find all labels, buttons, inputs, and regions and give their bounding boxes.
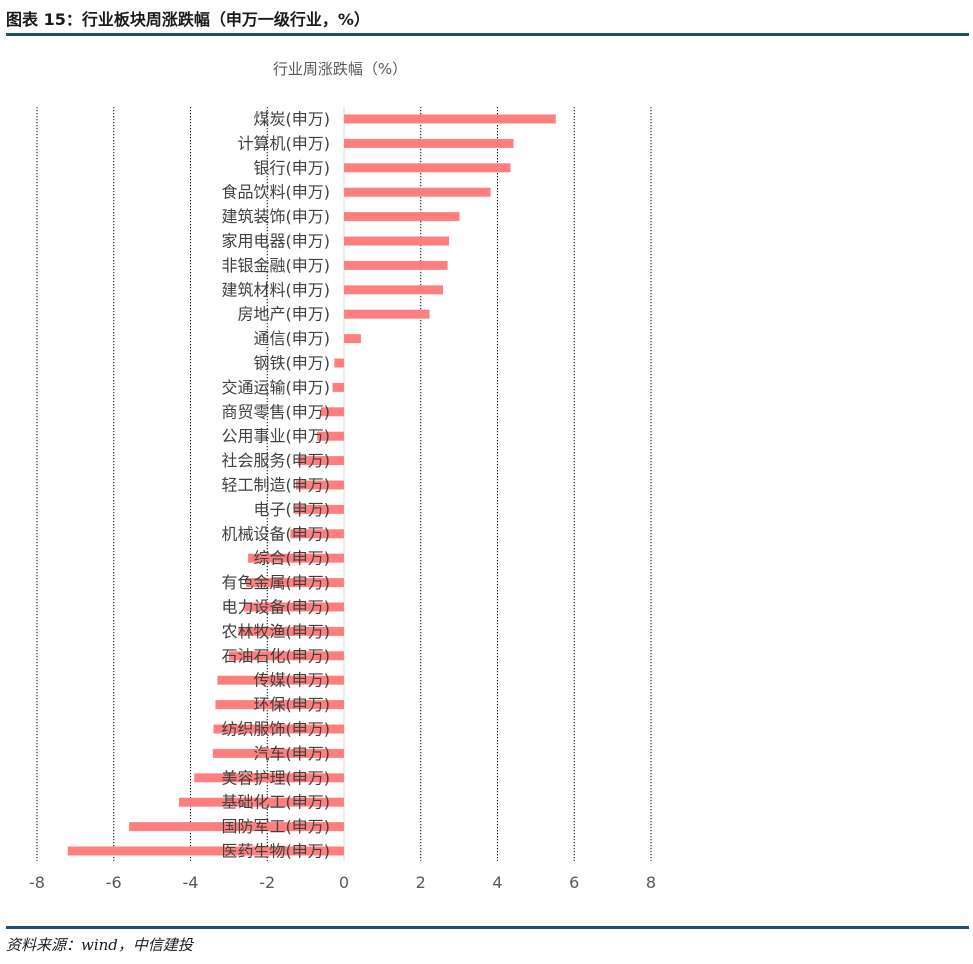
bar — [344, 187, 491, 197]
bar — [317, 431, 344, 441]
x-tick-label: 2 — [416, 873, 426, 892]
category-label: 钢铁(申万) — [254, 354, 331, 373]
category-label: 食品饮料(申万) — [222, 183, 331, 202]
category-label: 医药生物(申万) — [222, 842, 331, 861]
category-label: 汽车(申万) — [254, 744, 331, 763]
x-tick-label: 6 — [569, 873, 579, 892]
bar — [344, 334, 361, 344]
category-label: 国防军工(申万) — [222, 817, 331, 836]
bar — [332, 382, 344, 392]
category-label: 有色金属(申万) — [222, 573, 331, 592]
x-axis-ticks: -8 -6 -4 -2 0 2 4 6 8 — [29, 873, 656, 892]
category-label: 电子(申万) — [254, 500, 331, 519]
category-label: 基础化工(申万) — [222, 793, 331, 812]
category-label: 银行(申万) — [254, 158, 331, 177]
category-label: 公用事业(申万) — [222, 427, 331, 446]
bar — [194, 773, 344, 783]
bar — [246, 578, 344, 588]
category-label: 传媒(申万) — [254, 671, 331, 690]
bar — [129, 822, 344, 832]
category-label: 农林牧渔(申万) — [222, 622, 331, 641]
x-tick-label: 0 — [339, 873, 349, 892]
bar — [213, 724, 344, 734]
bar — [344, 212, 460, 222]
bar — [212, 748, 344, 758]
category-label: 社会服务(申万) — [222, 451, 331, 470]
category-label: 机械设备(申万) — [222, 524, 331, 543]
category-label: 环保(申万) — [254, 695, 331, 714]
category-labels: 煤炭(申万) 计算机(申万) 银行(申万) 食品饮料(申万) 建筑装饰(申万) 家用电器(… — [222, 110, 331, 861]
bar — [290, 529, 344, 539]
category-label: 交通运输(申万) — [222, 378, 331, 397]
bar — [344, 285, 443, 295]
top-divider — [6, 33, 969, 36]
bar — [344, 163, 511, 173]
bar — [296, 480, 344, 490]
category-label: 建筑材料(申万) — [222, 280, 331, 299]
bar — [334, 358, 344, 368]
category-label: 通信(申万) — [254, 329, 331, 348]
bar — [344, 309, 430, 319]
category-label: 家用电器(申万) — [222, 232, 331, 251]
category-label: 轻工制造(申万) — [222, 476, 331, 495]
category-label: 建筑装饰(申万) — [222, 207, 331, 226]
category-label: 石油石化(申万) — [222, 646, 331, 665]
bar — [294, 504, 344, 514]
bar — [238, 626, 344, 636]
category-label: 商贸零售(申万) — [222, 402, 331, 421]
category-label: 综合(申万) — [254, 549, 331, 568]
bar — [217, 675, 344, 685]
bar — [179, 797, 344, 807]
bar — [228, 651, 344, 661]
category-label: 计算机(申万) — [238, 134, 331, 153]
category-label: 纺织服饰(申万) — [222, 720, 331, 739]
bars — [67, 114, 556, 856]
category-label: 电力设备(申万) — [222, 598, 331, 617]
chart-title: 行业周涨跌幅（%） — [273, 60, 407, 78]
bar — [321, 407, 344, 417]
bar — [297, 456, 344, 466]
category-label: 美容护理(申万) — [222, 768, 331, 787]
source-note: 资料来源：wind，中信建投 — [6, 936, 193, 954]
x-tick-label: 4 — [492, 873, 502, 892]
x-tick-label: -8 — [29, 873, 45, 892]
category-label: 煤炭(申万) — [254, 110, 331, 129]
x-tick-label: 8 — [646, 873, 656, 892]
bar — [344, 138, 514, 148]
x-tick-label: -4 — [183, 873, 199, 892]
bar — [344, 114, 556, 124]
bar — [248, 553, 344, 563]
category-label: 非银金融(申万) — [222, 256, 331, 275]
bar — [67, 846, 344, 856]
bar — [344, 260, 448, 270]
category-label: 房地产(申万) — [238, 305, 331, 324]
bar-chart: 行业周涨跌幅（%） 煤炭(申万) 计算机(申万) 银行(申万) 食品饮料(申万) 建筑装… — [29, 60, 656, 892]
bottom-divider — [6, 926, 969, 929]
bar — [344, 236, 450, 246]
bar — [244, 602, 344, 612]
figure-title: 图表 15：行业板块周涨跌幅（申万一级行业，%） — [6, 10, 370, 29]
x-tick-label: -6 — [106, 873, 122, 892]
bar — [215, 700, 344, 710]
x-tick-label: -2 — [259, 873, 275, 892]
